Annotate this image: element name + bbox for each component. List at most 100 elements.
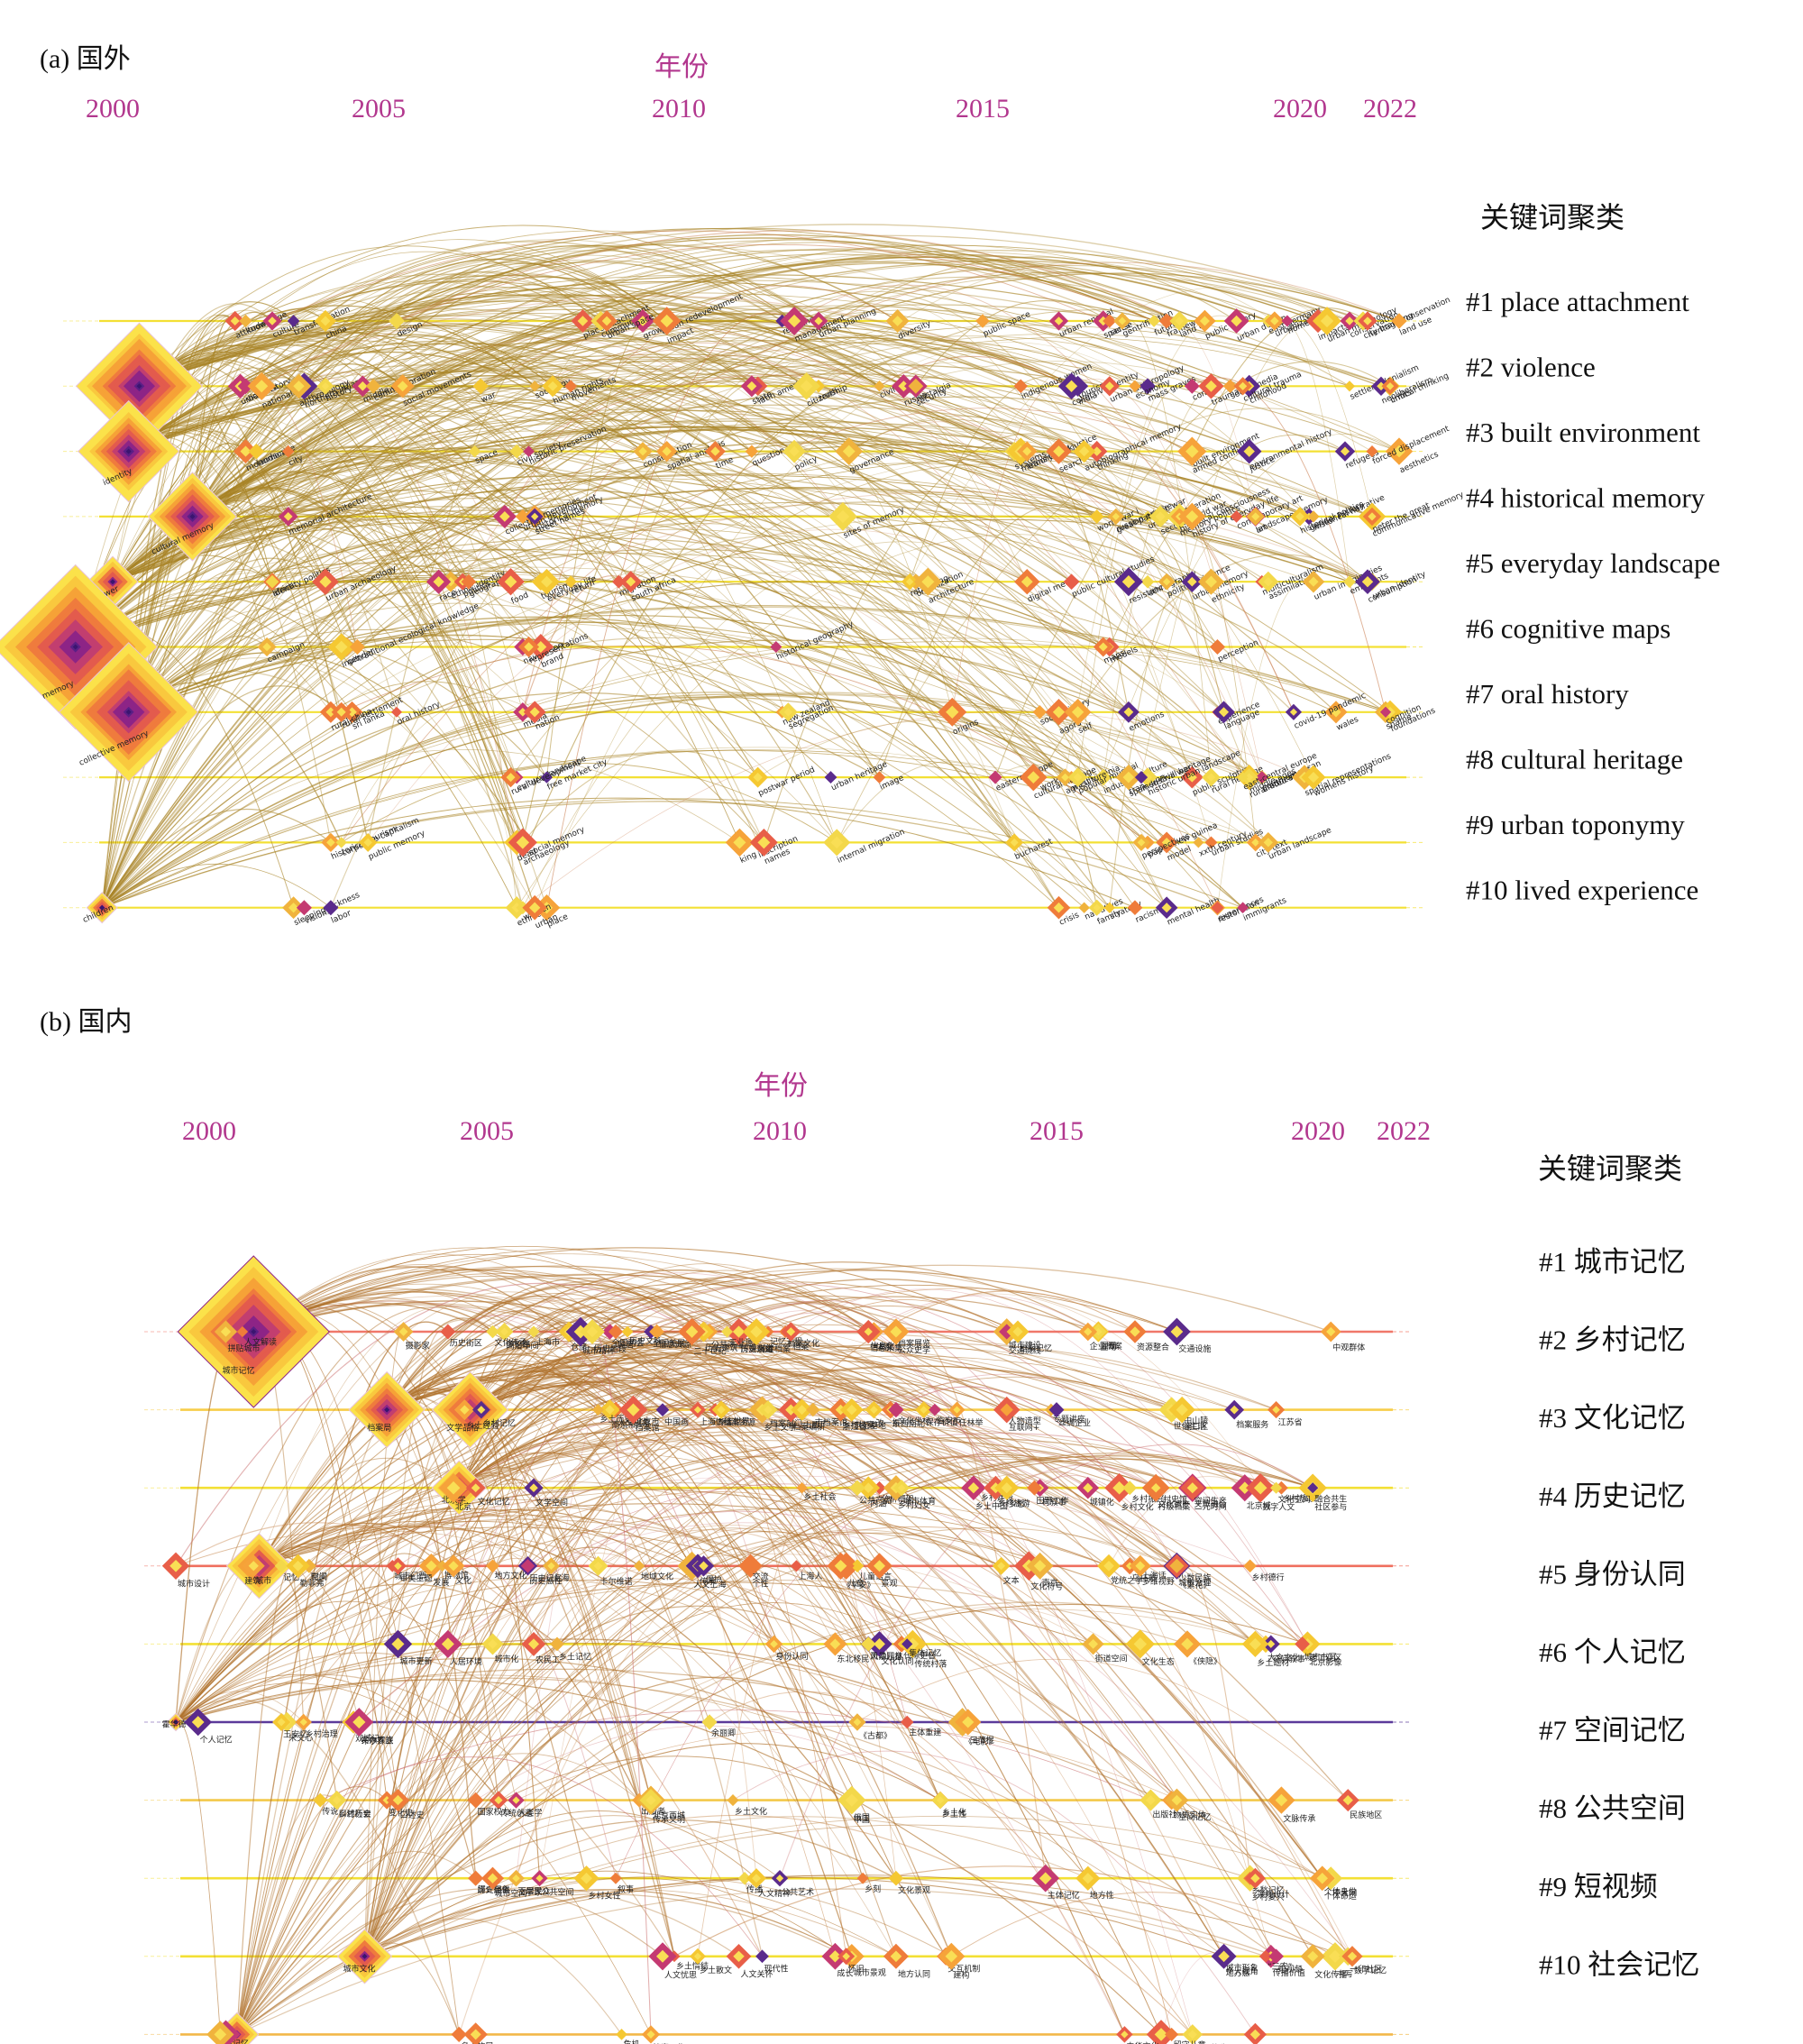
citation-arc-520 xyxy=(522,570,1224,713)
keyword-diamond-inner xyxy=(906,1637,920,1651)
citation-arc-94 xyxy=(128,370,1072,582)
citation-arc-398 xyxy=(790,1290,1136,1410)
keyword-node: 城市设计 xyxy=(161,1552,210,1590)
citation-arc-312 xyxy=(128,440,1256,713)
keyword-label: 成长 xyxy=(837,1968,853,1979)
keyword-diamond xyxy=(806,1402,820,1417)
keyword-diamond-inner xyxy=(890,1950,902,1963)
citation-arc-301 xyxy=(236,1381,1007,2035)
keyword-diamond xyxy=(743,1559,758,1573)
citation-arc-165 xyxy=(258,1280,739,1567)
keyword-diamond xyxy=(564,380,578,393)
keyword-label: 文化景观 xyxy=(898,1885,930,1896)
keyword-diamond-inner xyxy=(750,1325,763,1338)
keyword-diamond xyxy=(274,1559,288,1573)
citation-arc-376 xyxy=(101,522,929,909)
keyword-diamond xyxy=(655,1403,670,1416)
keyword-label: 民族地区 xyxy=(1350,1810,1382,1820)
keyword-diamond-inner xyxy=(527,1638,540,1650)
hub-keyword-node: identity xyxy=(77,399,180,503)
citation-arc-296 xyxy=(128,263,1268,713)
citation-arc-325 xyxy=(128,602,789,713)
keyword-diamond-inner xyxy=(828,1950,842,1963)
hub-keyword-label: 城市文化 xyxy=(343,1963,375,1974)
citation-arc-354 xyxy=(527,1483,1040,1567)
keyword-node: 任林举 xyxy=(948,1401,983,1428)
keyword-diamond-inner xyxy=(248,1561,259,1572)
keyword-diamond xyxy=(975,314,990,328)
keyword-label: 档案展览 xyxy=(898,1338,930,1349)
citation-arc-255 xyxy=(75,445,535,647)
keyword-diamond-inner xyxy=(1307,1950,1319,1962)
keyword-label: 乡土情结 xyxy=(676,1960,709,1971)
citation-arc-412 xyxy=(398,1413,1157,1567)
keyword-label: art xyxy=(1255,522,1269,536)
keyword-label: 乡村档案 xyxy=(843,1420,875,1431)
keyword-diamond xyxy=(1148,315,1160,327)
citation-arc-193 xyxy=(259,1522,640,1801)
citation-arc-34 xyxy=(253,1300,1323,1879)
citation-arc-424 xyxy=(763,433,1085,843)
citation-arc-36 xyxy=(253,1303,952,1957)
keyword-label: internal migration xyxy=(836,828,906,866)
keyword-diamond-inner xyxy=(845,1793,858,1807)
citation-arc-299 xyxy=(236,1382,874,2035)
keyword-diamond xyxy=(824,771,837,784)
citation-arc-462 xyxy=(909,376,1078,582)
citation-arc-404 xyxy=(1121,318,1212,778)
keyword-diamond-inner xyxy=(487,1873,499,1884)
citation-arc-494 xyxy=(325,523,1066,778)
citation-arc-406 xyxy=(591,1315,869,1645)
keyword-node: 文本 xyxy=(992,1556,1020,1586)
keyword-label: 二十世纪 xyxy=(694,1345,727,1356)
citation-arc-220 xyxy=(175,1510,599,1723)
keyword-label: 北京市 xyxy=(636,1416,660,1426)
keyword-diamond-inner xyxy=(1250,1874,1260,1884)
keyword-diamond-inner xyxy=(1249,1637,1261,1650)
keyword-diamond xyxy=(745,445,759,458)
keyword-diamond-inner xyxy=(1083,1482,1094,1493)
keyword-label: 互动 xyxy=(1100,1343,1116,1352)
citation-arc-58 xyxy=(128,239,667,452)
citation-arc-411 xyxy=(1109,579,1193,908)
citation-arc-427 xyxy=(757,720,1199,843)
keyword-label: 企业档案 xyxy=(1090,1341,1122,1352)
citation-arc-139 xyxy=(192,357,716,518)
citation-arc-217 xyxy=(175,1436,1282,1723)
keyword-diamond xyxy=(472,378,489,395)
keyword-label: 改一折 xyxy=(875,1417,900,1428)
keyword-label: 社区参与 xyxy=(1314,1502,1347,1513)
keyword-diamond-inner xyxy=(1065,380,1078,392)
citation-arc-57 xyxy=(128,251,601,452)
keyword-diamond-inner xyxy=(293,380,305,392)
citation-arc-502 xyxy=(367,528,1028,843)
keyword-label: 地方感 xyxy=(1226,1967,1250,1978)
citation-arc-349 xyxy=(447,1315,699,1566)
keyword-diamond xyxy=(796,1481,808,1494)
keyword-diamond-inner xyxy=(842,1952,850,1961)
keyword-label: 浙江省 xyxy=(843,1421,867,1432)
keyword-diamond-inner xyxy=(1135,1561,1146,1572)
keyword-node: forced displacement xyxy=(1366,425,1451,466)
citation-arc-300 xyxy=(236,1383,897,2035)
keyword-node: 出版社 xyxy=(1139,1789,1176,1819)
keyword-label: 城市设计 xyxy=(178,1579,210,1590)
keyword-node: 北京城 xyxy=(1231,1474,1271,1511)
citation-arc-335 xyxy=(591,1331,652,2035)
citation-arc-62 xyxy=(128,234,1180,453)
citation-arc-280 xyxy=(364,1816,1088,1957)
keyword-diamond xyxy=(1140,574,1155,589)
citation-arc-383 xyxy=(101,637,953,909)
citation-arc-409 xyxy=(492,1557,652,1801)
citation-arc-7 xyxy=(253,1247,1019,1333)
citation-arc-121 xyxy=(192,261,662,518)
keyword-label: 档案编研 xyxy=(792,1422,825,1433)
citation-arc-162 xyxy=(459,1453,1224,1957)
keyword-label: 审美主题 xyxy=(399,1573,432,1584)
hub-keyword-node: memory xyxy=(0,564,159,730)
keyword-diamond-inner xyxy=(1231,315,1242,327)
citation-arc-426 xyxy=(402,359,837,843)
keyword-diamond xyxy=(929,1403,941,1416)
keyword-diamond-inner xyxy=(892,316,903,326)
citation-arc-379 xyxy=(101,578,777,908)
